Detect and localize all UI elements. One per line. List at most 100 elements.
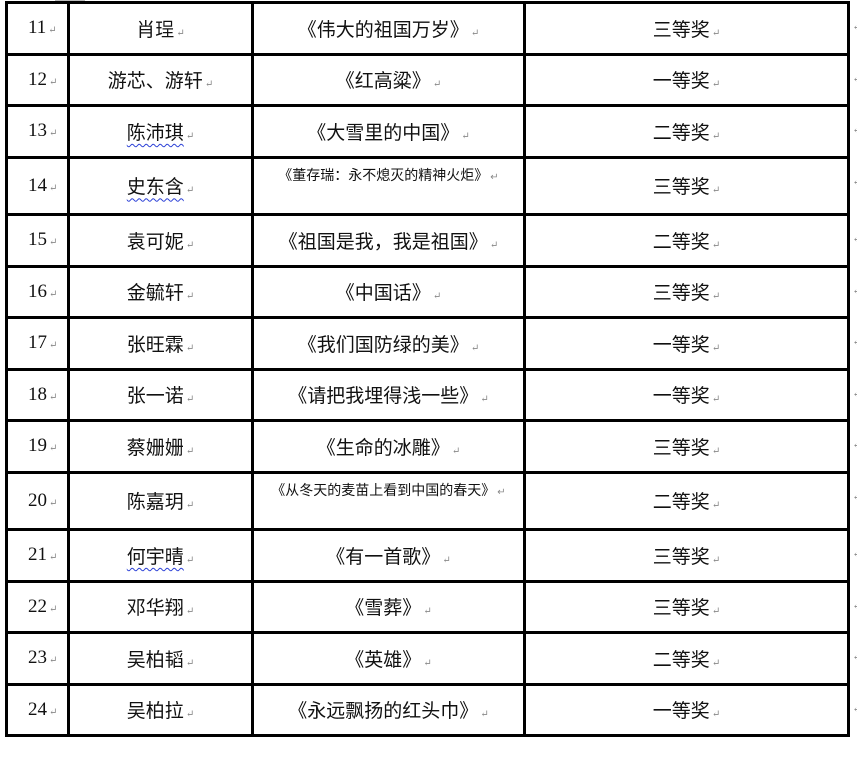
name-cell[interactable]: 蔡姗姗 ↵ xyxy=(67,419,254,474)
award-cell[interactable]: 一等奖 ↵ ↵ xyxy=(523,682,857,737)
paragraph-mark-icon: ↵ xyxy=(185,239,195,251)
name-cell[interactable]: 金毓轩 ↵ xyxy=(67,264,254,319)
name-cell[interactable]: 史东含 ↵ xyxy=(67,155,254,216)
row-number-cell[interactable]: 14 ↵ xyxy=(5,155,70,216)
name-cell[interactable]: 袁可妮 ↵ xyxy=(67,213,254,268)
row-number-cell[interactable]: 18 ↵ xyxy=(5,367,70,422)
row-number-cell[interactable]: 15 ↵ xyxy=(5,213,70,268)
row-number-cell[interactable]: 16 ↵ xyxy=(5,264,70,319)
row-number-cell[interactable]: 21 ↵ xyxy=(5,528,70,583)
name-cell-text: 游芯、游轩 xyxy=(107,71,203,93)
work-title-cell[interactable]: 《我们国防绿的美》 ↵ xyxy=(251,316,526,371)
row-end-mark-icon: ↵ xyxy=(852,652,857,663)
award-cell[interactable]: 三等奖 ↵ ↵ xyxy=(523,528,857,583)
paragraph-mark-icon: ↵ xyxy=(497,486,506,498)
work-title-cell-text: 《英雄》 xyxy=(345,649,422,671)
row-number-cell[interactable]: 22 ↵ xyxy=(5,579,70,634)
award-cell[interactable]: 三等奖 ↵ ↵ xyxy=(523,1,857,56)
name-cell-text: 张旺霖 xyxy=(126,334,184,356)
award-cell[interactable]: 一等奖 ↵ ↵ xyxy=(523,367,857,422)
paragraph-mark-icon: ↵ xyxy=(711,445,721,457)
table-row: 24 ↵ 吴柏拉 ↵ 《永远飘扬的红头巾》 ↵ 一等奖 ↵ ↵ xyxy=(5,682,857,737)
award-cell-text: 三等奖 xyxy=(652,283,710,305)
work-title-cell-text: 《从冬天的麦苗上看到中国的春天》 xyxy=(271,482,496,499)
award-cell[interactable]: 二等奖 ↵ ↵ xyxy=(523,631,857,686)
work-title-cell[interactable]: 《永远飘扬的红头巾》 ↵ xyxy=(251,682,526,737)
row-number-cell-text: 24 xyxy=(28,698,47,720)
award-cell[interactable]: 三等奖 ↵ ↵ xyxy=(523,264,857,319)
row-end-mark-icon: ↵ xyxy=(852,337,857,348)
award-cell[interactable]: 一等奖 ↵ ↵ xyxy=(523,316,857,371)
name-cell[interactable]: 张旺霖 ↵ xyxy=(67,316,254,371)
award-cell[interactable]: 三等奖 ↵ ↵ xyxy=(523,579,857,634)
name-cell[interactable]: 陈沛琪 ↵ xyxy=(67,104,254,159)
name-cell-text: 何宇晴 xyxy=(126,546,184,568)
paragraph-mark-icon: ↵ xyxy=(711,606,721,618)
row-number-cell[interactable]: 17 ↵ xyxy=(5,316,70,371)
work-title-cell[interactable]: 《大雪里的中国》 ↵ xyxy=(251,104,526,159)
paragraph-mark-icon: ↵ xyxy=(489,239,499,251)
name-cell[interactable]: 邓华翔 ↵ xyxy=(67,579,254,634)
award-cell[interactable]: 三等奖 ↵ ↵ xyxy=(523,155,857,216)
award-cell[interactable]: 二等奖 ↵ ↵ xyxy=(523,104,857,159)
paragraph-mark-icon: ↵ xyxy=(711,130,721,142)
work-title-cell[interactable]: 《生命的冰雕》 ↵ xyxy=(251,419,526,474)
name-cell[interactable]: 陈嘉玥 ↵ xyxy=(67,470,254,531)
award-cell[interactable]: 二等奖 ↵ ↵ xyxy=(523,470,857,531)
work-title-cell[interactable]: 《英雄》 ↵ xyxy=(251,631,526,686)
name-cell[interactable]: 张一诺 ↵ xyxy=(67,367,254,422)
award-cell-text: 二等奖 xyxy=(652,231,710,253)
name-cell[interactable]: 游芯、游轩 ↵ xyxy=(67,52,254,107)
paragraph-mark-icon: ↵ xyxy=(490,171,499,183)
paragraph-mark-icon: ↵ xyxy=(185,185,195,197)
award-cell-text: 一等奖 xyxy=(652,71,710,93)
work-title-cell[interactable]: 《伟大的祖国万岁》 ↵ xyxy=(251,1,526,56)
work-title-cell[interactable]: 《董存瑞：永不熄灭的精神火炬》 ↵ xyxy=(251,155,526,216)
paragraph-mark-icon: ↵ xyxy=(711,657,721,669)
paragraph-mark-icon: ↵ xyxy=(49,391,58,403)
row-number-cell[interactable]: 13 ↵ xyxy=(5,104,70,159)
paragraph-mark-icon: ↵ xyxy=(48,25,57,37)
work-title-cell-text: 《生命的冰雕》 xyxy=(316,437,450,459)
row-end-mark-icon: ↵ xyxy=(852,176,857,188)
work-title-cell[interactable]: 《雪葬》 ↵ xyxy=(251,579,526,634)
table-row: 19 ↵ 蔡姗姗 ↵ 《生命的冰雕》 ↵ 三等奖 ↵ ↵ xyxy=(5,419,857,474)
row-number-cell[interactable]: 23 ↵ xyxy=(5,631,70,686)
name-cell[interactable]: 肖珵 ↵ xyxy=(67,1,254,56)
award-cell[interactable]: 二等奖 ↵ ↵ xyxy=(523,213,857,268)
work-title-cell-text: 《伟大的祖国万岁》 xyxy=(297,19,469,41)
row-number-cell[interactable]: 19 ↵ xyxy=(5,419,70,474)
name-cell-text: 陈嘉玥 xyxy=(126,492,184,514)
work-title-cell[interactable]: 《请把我埋得浅一些》 ↵ xyxy=(251,367,526,422)
work-title-cell[interactable]: 《祖国是我，我是祖国》 ↵ xyxy=(251,213,526,268)
paragraph-mark-icon: ↵ xyxy=(423,606,432,618)
row-number-cell[interactable]: 24 ↵ xyxy=(5,682,70,737)
paragraph-mark-icon: ↵ xyxy=(711,342,721,354)
row-number-cell-text: 22 xyxy=(28,595,47,617)
work-title-cell[interactable]: 《中国话》 ↵ xyxy=(251,264,526,319)
table-row: 13 ↵ 陈沛琪 ↵ 《大雪里的中国》 ↵ 二等奖 ↵ ↵ xyxy=(5,104,857,159)
award-cell[interactable]: 一等奖 ↵ ↵ xyxy=(523,52,857,107)
name-cell[interactable]: 吴柏韬 ↵ xyxy=(67,631,254,686)
row-number-cell[interactable]: 20 ↵ xyxy=(5,470,70,531)
paragraph-mark-icon: ↵ xyxy=(451,445,461,457)
work-title-cell[interactable]: 《从冬天的麦苗上看到中国的春天》 ↵ xyxy=(251,470,526,531)
name-cell[interactable]: 何宇晴 ↵ xyxy=(67,528,254,583)
row-end-mark-icon: ↵ xyxy=(852,440,857,451)
award-cell-text: 三等奖 xyxy=(652,177,710,199)
table-row: 21 ↵ 何宇晴 ↵ 《有一首歌》 ↵ 三等奖 ↵ ↵ xyxy=(5,528,857,583)
name-cell[interactable]: 吴柏拉 ↵ xyxy=(67,682,254,737)
paragraph-mark-icon: ↵ xyxy=(49,443,58,455)
work-title-cell-text: 《祖国是我，我是祖国》 xyxy=(278,231,488,253)
row-number-cell-text: 16 xyxy=(28,280,47,302)
work-title-cell[interactable]: 《有一首歌》 ↵ xyxy=(251,528,526,583)
row-number-cell[interactable]: 11 ↵ xyxy=(5,1,70,56)
row-number-cell[interactable]: 12 ↵ xyxy=(5,52,70,107)
row-end-mark-icon: ↵ xyxy=(852,388,857,400)
paragraph-mark-icon: ↵ xyxy=(711,185,721,197)
paragraph-mark-icon: ↵ xyxy=(49,182,58,194)
work-title-cell[interactable]: 《红高粱》 ↵ xyxy=(251,52,526,107)
paragraph-mark-icon: ↵ xyxy=(204,79,214,91)
paragraph-mark-icon: ↵ xyxy=(185,445,195,457)
award-cell[interactable]: 三等奖 ↵ ↵ xyxy=(523,419,857,474)
